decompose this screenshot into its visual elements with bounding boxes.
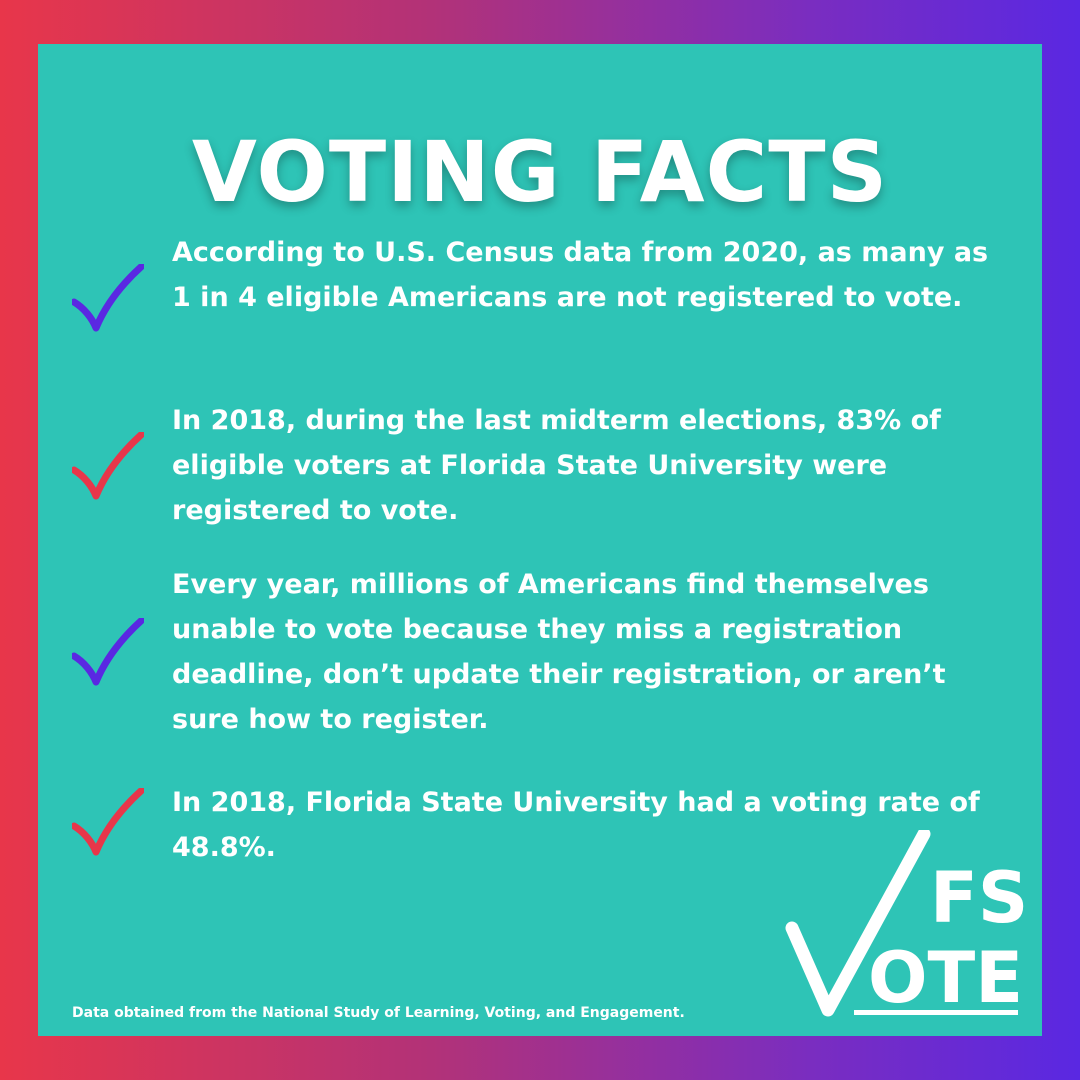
check-icon bbox=[72, 264, 144, 332]
page-title: VOTING FACTS bbox=[191, 123, 889, 221]
facts-card: VOTING FACTS According to U.S. Census da… bbox=[38, 44, 1042, 1036]
data-source-footnote: Data obtained from the National Study of… bbox=[72, 1005, 685, 1021]
logo-text-fsu: FSU bbox=[930, 857, 1024, 939]
check-icon bbox=[72, 432, 144, 500]
fact-item: In 2018, Florida State University had a … bbox=[172, 787, 980, 863]
logo-text-votes: OTES bbox=[868, 937, 1024, 1019]
check-icon bbox=[72, 788, 144, 856]
fact-item: Every year, millions of Americans find t… bbox=[172, 569, 946, 735]
check-icon bbox=[72, 618, 144, 686]
logo-underline bbox=[854, 1010, 1018, 1015]
fsu-votes-logo: FSU OTES bbox=[785, 830, 1024, 1019]
fact-item: According to U.S. Census data from 2020,… bbox=[172, 237, 989, 313]
fact-item: In 2018, during the last midterm electio… bbox=[172, 405, 941, 526]
